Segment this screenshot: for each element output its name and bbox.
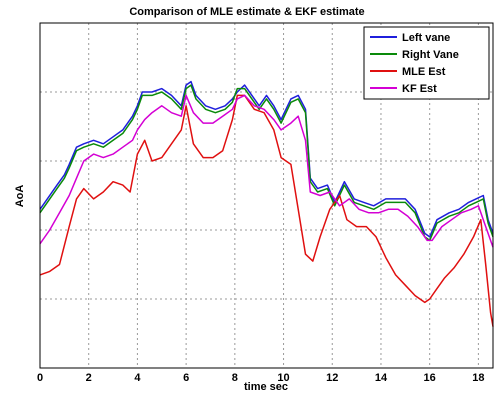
legend-label: MLE Est xyxy=(402,66,446,78)
x-tick-label: 2 xyxy=(86,372,92,384)
x-tick-label: 8 xyxy=(232,372,238,384)
legend-label: KF Est xyxy=(402,83,437,95)
x-tick-label: 18 xyxy=(472,372,484,384)
x-tick-label: 12 xyxy=(326,372,338,384)
legend: Left vane Right Vane MLE Est KF Est xyxy=(363,26,490,100)
series-line-kf-est xyxy=(39,94,494,248)
x-tick-label: 0 xyxy=(37,372,43,384)
legend-label: Right Vane xyxy=(402,49,459,61)
x-tick-label: 6 xyxy=(183,372,189,384)
x-axis-label: time sec xyxy=(244,381,288,393)
x-tick-label: 4 xyxy=(134,372,141,384)
grid xyxy=(39,23,493,368)
y-axis-label: AoA xyxy=(14,185,26,208)
series-line-mle-est xyxy=(39,94,494,327)
x-tick-label: 14 xyxy=(375,372,388,384)
series-line-right-vane xyxy=(39,84,494,242)
series-group xyxy=(39,80,494,327)
series-line-left-vane xyxy=(39,80,494,238)
x-tick-label: 16 xyxy=(424,372,436,384)
x-tick-label: 10 xyxy=(277,372,289,384)
chart-title: Comparison of MLE estimate & EKF estimat… xyxy=(129,6,364,18)
x-axis-ticks: 0 2 4 6 8 10 12 14 16 18 xyxy=(37,372,485,384)
legend-label: Left vane xyxy=(402,32,450,44)
plot-frame xyxy=(39,22,494,369)
